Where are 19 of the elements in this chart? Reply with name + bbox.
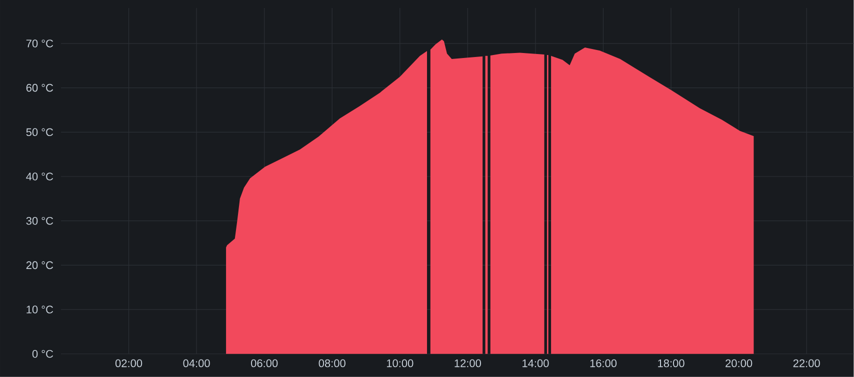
x-tick-label: 16:00 (590, 359, 617, 368)
x-tick-label: 02:00 (115, 359, 142, 368)
x-tick-label: 08:00 (318, 359, 346, 368)
x-tick-label: 04:00 (183, 359, 210, 368)
y-tick-label: 40 °C (26, 172, 54, 180)
y-tick-label: 0 °C (32, 350, 54, 358)
y-tick-label: 60 °C (26, 84, 54, 92)
x-tick-label: 22:00 (793, 359, 820, 368)
x-tick-label: 14:00 (522, 359, 549, 368)
y-tick-label: 70 °C (26, 40, 54, 48)
x-tick-label: 10:00 (386, 359, 414, 368)
x-tick-label: 06:00 (251, 359, 278, 368)
y-tick-label: 20 °C (26, 261, 54, 270)
x-tick-label: 20:00 (726, 359, 752, 368)
y-tick-label: 50 °C (26, 128, 54, 136)
y-tick-label: 30 °C (26, 217, 54, 225)
x-tick-label: 12:00 (454, 359, 482, 368)
x-tick-label: 18:00 (658, 359, 684, 368)
y-tick-label: 10 °C (26, 306, 54, 314)
